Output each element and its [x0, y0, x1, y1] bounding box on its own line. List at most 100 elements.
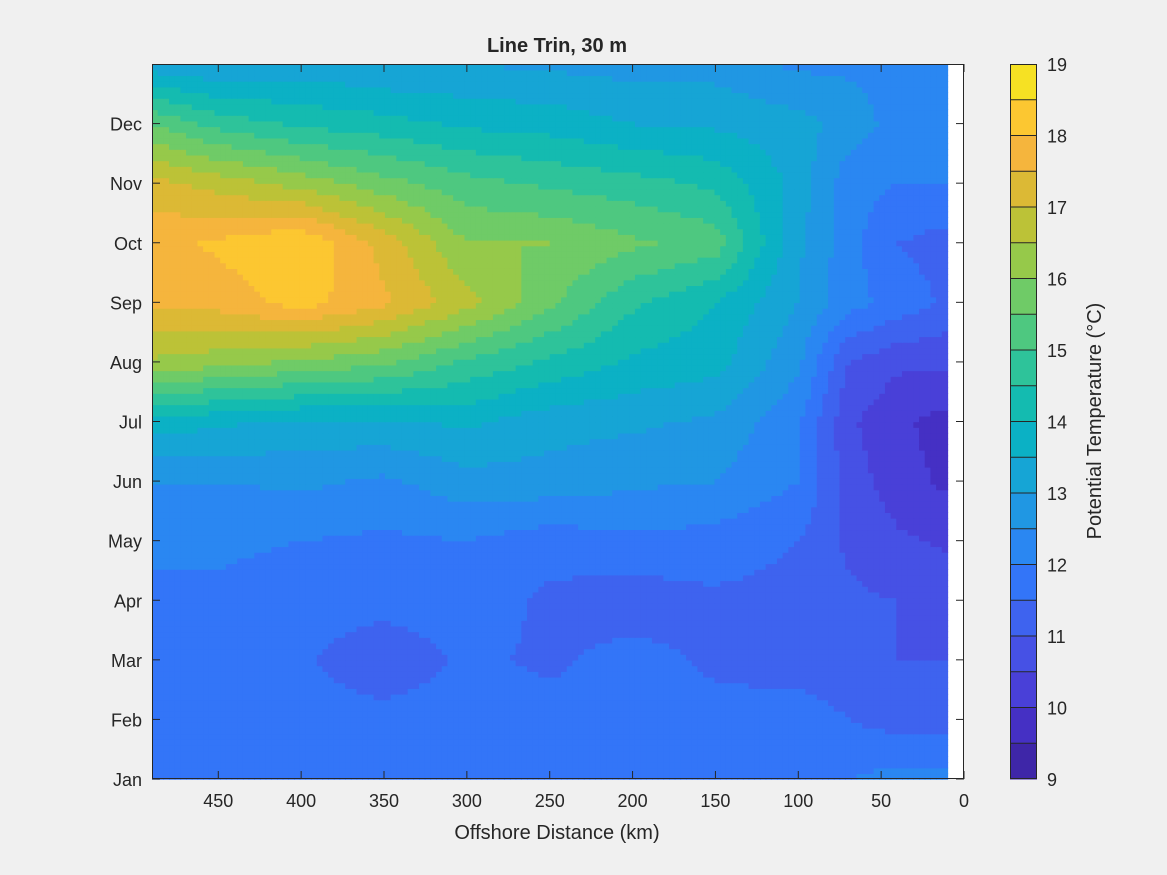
field-cell — [447, 659, 454, 667]
field-cell — [498, 699, 505, 706]
field-cell — [157, 750, 165, 757]
field-cell — [896, 625, 903, 633]
field-cell — [867, 637, 875, 644]
field-cell — [708, 767, 716, 775]
field-cell — [708, 710, 716, 718]
field-cell — [441, 642, 449, 650]
field-cell — [282, 665, 290, 672]
field-cell — [737, 671, 744, 678]
field-cell — [345, 682, 352, 689]
field-cell — [924, 625, 932, 633]
field-cell — [322, 654, 329, 661]
field-cell — [561, 710, 568, 718]
field-cell — [907, 648, 915, 655]
field-cell — [475, 727, 483, 735]
field-cell — [424, 761, 432, 769]
field-cell — [936, 591, 943, 599]
field-cell — [799, 750, 807, 757]
field-cell — [526, 625, 534, 633]
field-cell — [879, 773, 886, 780]
field-cell — [174, 659, 182, 667]
field-cell — [265, 574, 273, 582]
field-cell — [549, 574, 557, 582]
field-cell — [305, 637, 312, 644]
field-cell — [413, 603, 420, 610]
field-cell — [896, 637, 903, 644]
field-cell — [225, 733, 233, 740]
field-cell — [862, 625, 869, 633]
field-cell — [220, 710, 227, 718]
field-cell — [583, 722, 591, 729]
field-cell — [526, 597, 534, 604]
field-cell — [805, 620, 812, 627]
field-cell — [623, 580, 630, 587]
field-cell — [447, 688, 454, 695]
field-cell — [663, 676, 670, 684]
field-cell — [407, 688, 415, 695]
field-cell — [498, 659, 505, 667]
field-cell — [526, 586, 534, 593]
field-cell — [612, 767, 619, 775]
field-cell — [271, 716, 278, 723]
field-cell — [174, 722, 182, 729]
field-cell — [242, 693, 250, 701]
field-cell — [339, 586, 346, 593]
field-cell — [515, 642, 522, 650]
field-cell — [936, 614, 943, 621]
field-cell — [578, 591, 585, 599]
field-cell — [447, 716, 454, 723]
field-cell — [657, 733, 665, 740]
field-cell — [436, 625, 443, 633]
field-cell — [419, 688, 426, 695]
field-cell — [629, 586, 636, 593]
field-cell — [646, 773, 653, 780]
field-cell — [617, 716, 625, 723]
field-cell — [657, 665, 665, 672]
field-cell — [754, 637, 761, 644]
field-cell — [941, 608, 949, 616]
field-cell — [708, 580, 716, 587]
field-cell — [430, 682, 437, 689]
field-cell — [771, 750, 778, 757]
field-cell — [845, 608, 852, 616]
field-cell — [441, 767, 449, 775]
field-cell — [890, 608, 897, 616]
field-cell — [282, 625, 290, 633]
field-cell — [549, 716, 557, 723]
field-cell — [208, 591, 216, 599]
field-cell — [174, 671, 182, 678]
field-cell — [191, 574, 199, 582]
field-cell — [328, 642, 335, 650]
field-cell — [924, 654, 932, 661]
field-cell — [311, 767, 318, 775]
field-cell — [248, 637, 255, 644]
field-cell — [509, 625, 517, 633]
field-cell — [583, 608, 591, 616]
field-cell — [220, 642, 227, 650]
field-cell — [697, 756, 704, 763]
field-cell — [424, 642, 432, 650]
field-cell — [600, 591, 608, 599]
field-cell — [487, 682, 494, 689]
field-cell — [521, 671, 528, 678]
field-cell — [379, 693, 386, 701]
field-cell — [299, 580, 307, 587]
field-cell — [782, 631, 790, 638]
field-cell — [288, 654, 295, 661]
field-cell — [157, 586, 165, 593]
field-cell — [157, 620, 165, 627]
field-cell — [248, 716, 255, 723]
field-cell — [663, 574, 670, 582]
field-cell — [186, 705, 193, 712]
field-cell — [811, 761, 818, 769]
field-cell — [771, 722, 778, 729]
field-cell — [720, 620, 727, 627]
field-cell — [930, 580, 937, 587]
field-cell — [595, 739, 602, 746]
field-cell — [436, 608, 443, 616]
field-cell — [208, 693, 216, 701]
field-cell — [322, 631, 329, 638]
field-cell — [686, 693, 693, 701]
field-cell — [890, 676, 897, 684]
field-cell — [413, 665, 420, 672]
